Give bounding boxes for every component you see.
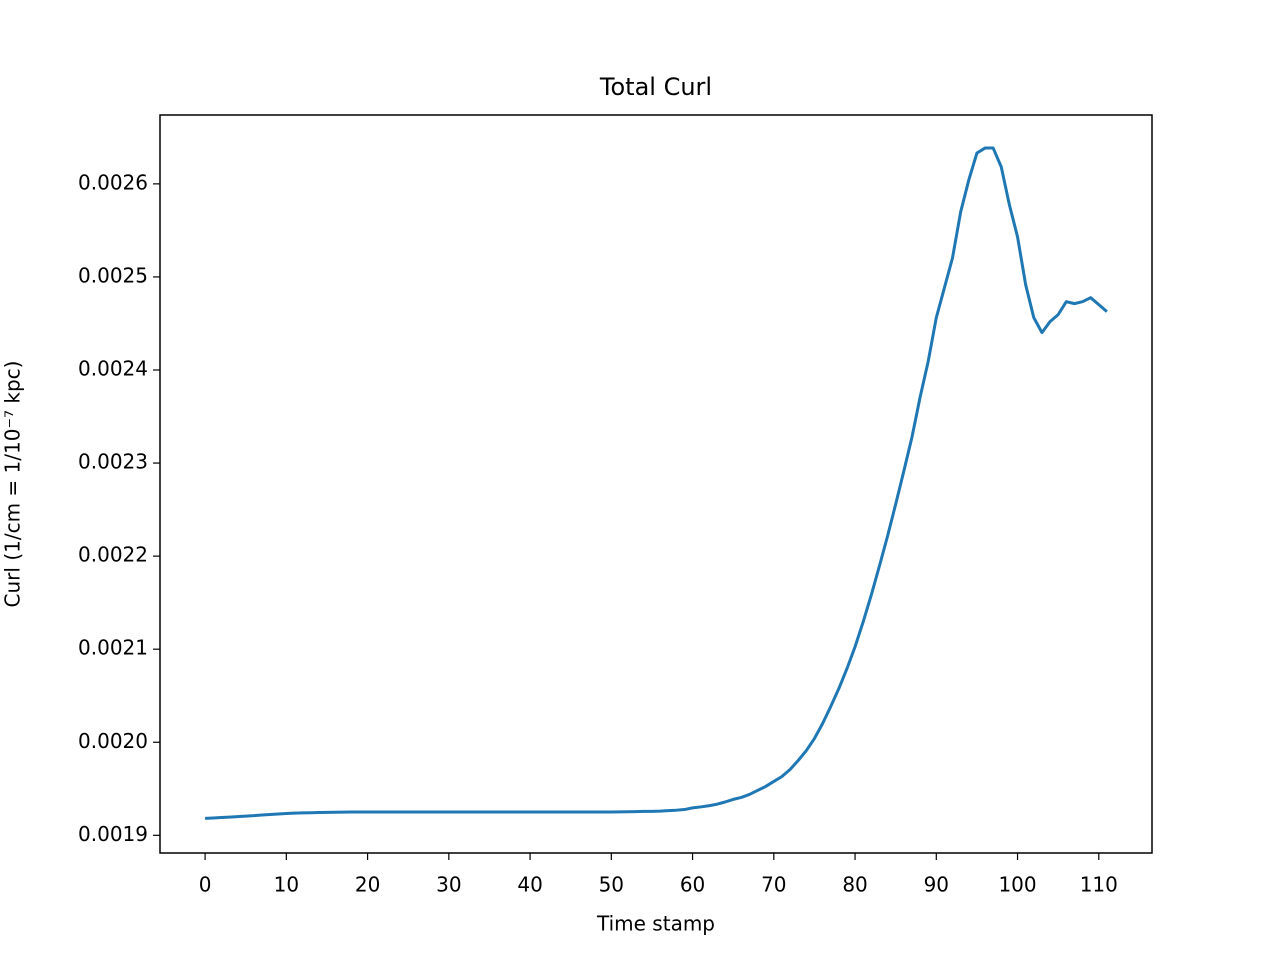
x-tick-label: 60 — [680, 873, 705, 897]
plot-frame — [159, 114, 1153, 854]
x-tick-label: 10 — [274, 873, 299, 897]
x-tick-label: 50 — [599, 873, 624, 897]
y-axis-label: Curl (1/cm = 1/10⁻⁷ kpc) — [1, 361, 25, 608]
data-line — [205, 146, 1108, 820]
x-axis-label: Time stamp — [596, 912, 715, 936]
x-tick-label: 90 — [924, 873, 949, 897]
y-tick-label: 0.0020 — [78, 729, 148, 753]
x-tick-label: 110 — [1080, 873, 1118, 897]
x-tick-label: 30 — [436, 873, 461, 897]
y-tick-label: 0.0026 — [78, 170, 148, 194]
x-tick-label: 40 — [517, 873, 542, 897]
y-tick-label: 0.0019 — [78, 822, 148, 846]
x-tick-label: 0 — [199, 873, 212, 897]
x-tick-label: 100 — [998, 873, 1036, 897]
x-tick-label: 20 — [355, 873, 380, 897]
y-tick-label: 0.0022 — [78, 543, 148, 567]
y-tick-label: 0.0021 — [78, 636, 148, 660]
chart-title: Total Curl — [599, 73, 712, 101]
y-tick-label: 0.0024 — [78, 356, 148, 380]
y-tick-label: 0.0023 — [78, 450, 148, 474]
x-tick-label: 70 — [761, 873, 786, 897]
y-tick-label: 0.0025 — [78, 263, 148, 287]
x-tick-label: 80 — [842, 873, 867, 897]
